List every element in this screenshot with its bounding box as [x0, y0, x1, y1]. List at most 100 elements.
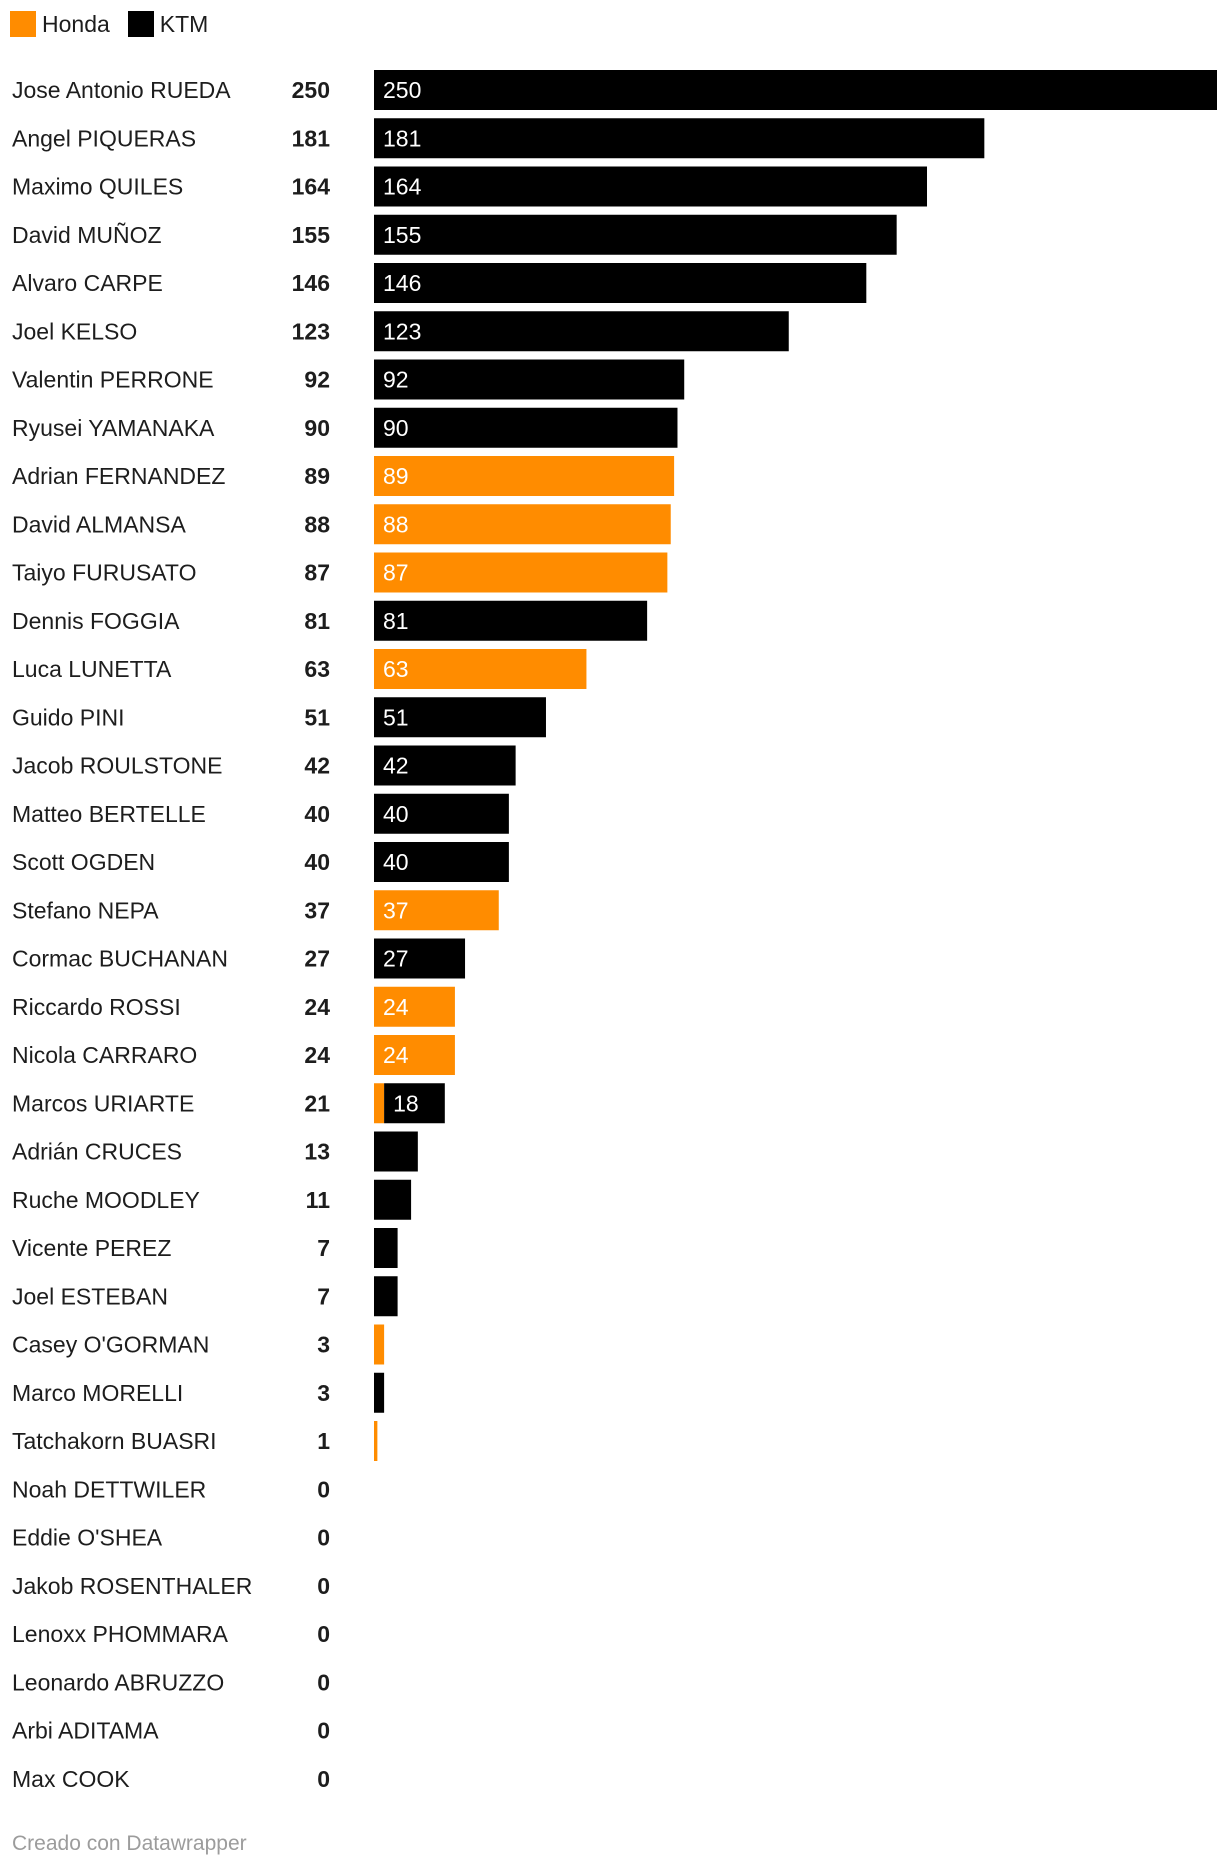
bar-label-honda-david-almansa: 88: [383, 511, 409, 537]
points-total-stefano-nepa: 37: [304, 897, 330, 923]
bar-ktm-guido-pini: [374, 697, 546, 738]
bar-ktm-david-munoz: [374, 214, 897, 255]
rider-name-noah-dettwiler: Noah DETTWILER: [12, 1476, 206, 1502]
bar-ktm-matteo-bertelle: [374, 793, 509, 834]
points-total-david-almansa: 88: [304, 511, 330, 537]
bar-label-ktm-dennis-foggia: 81: [383, 608, 409, 634]
rider-name-guido-pini: Guido PINI: [12, 704, 125, 730]
rider-name-riccardo-rossi: Riccardo ROSSI: [12, 994, 181, 1020]
points-total-maximo-quiles: 164: [292, 174, 331, 200]
rider-name-angel-piqueras: Angel PIQUERAS: [12, 125, 196, 151]
footer-credit[interactable]: Creado con Datawrapper: [12, 1832, 247, 1855]
bar-ktm-alvaro-carpe: [374, 263, 867, 303]
legend-label-honda: Honda: [42, 11, 110, 37]
rider-name-marco-morelli: Marco MORELLI: [12, 1380, 183, 1406]
rider-name-joel-kelso: Joel KELSO: [12, 318, 137, 344]
points-total-ruche-moodley: 11: [306, 1187, 331, 1213]
rider-name-david-munoz: David MUÑOZ: [12, 222, 162, 248]
bar-label-ktm-valentin-perrone: 92: [383, 367, 409, 393]
rider-name-cormac-buchanan: Cormac BUCHANAN: [12, 946, 228, 972]
bar-ktm-vicente-perez: [374, 1228, 398, 1268]
rider-name-alvaro-carpe: Alvaro CARPE: [12, 270, 163, 296]
rider-name-matteo-bertelle: Matteo BERTELLE: [12, 801, 206, 827]
rider-name-leonardo-abruzzo: Leonardo ABRUZZO: [12, 1669, 224, 1695]
points-total-ryusei-yamanaka: 90: [304, 415, 330, 441]
points-total-alvaro-carpe: 146: [292, 270, 330, 296]
points-total-valentin-perrone: 92: [304, 367, 330, 393]
bar-label-ktm-alvaro-carpe: 146: [383, 270, 421, 296]
bar-honda-casey-o-gorman: [374, 1324, 385, 1365]
bar-label-ktm-ryusei-yamanaka: 90: [383, 415, 409, 441]
bar-label-ktm-maximo-quiles: 164: [383, 174, 422, 200]
points-total-taiyo-furusato: 87: [304, 560, 330, 586]
bar-ktm-angel-piqueras: [374, 118, 985, 159]
bar-label-ktm-angel-piqueras: 181: [383, 125, 421, 151]
rider-name-vicente-perez: Vicente PEREZ: [12, 1235, 171, 1261]
points-total-guido-pini: 51: [304, 704, 330, 730]
rider-name-marcos-uriarte: Marcos URIARTE: [12, 1090, 194, 1116]
bar-ktm-marcos-uriarte: [384, 1083, 445, 1124]
bar-label-honda-stefano-nepa: 37: [383, 897, 409, 923]
bar-label-honda-taiyo-furusato: 87: [383, 560, 409, 586]
points-total-jakob-rosenthaler: 0: [317, 1573, 330, 1599]
chart-legend: Honda KTM: [10, 8, 226, 40]
rider-name-valentin-perrone: Valentin PERRONE: [12, 367, 214, 393]
rider-name-david-almansa: David ALMANSA: [12, 511, 187, 537]
bar-honda-taiyo-furusato: [374, 552, 668, 593]
bar-ktm-joel-esteban: [374, 1276, 398, 1317]
bar-ktm-joel-kelso: [374, 311, 789, 352]
points-total-eddie-o-shea: 0: [317, 1525, 330, 1551]
bar-honda-stefano-nepa: [374, 890, 499, 931]
rider-name-taiyo-furusato: Taiyo FURUSATO: [12, 560, 196, 586]
bar-ktm-ruche-moodley: [374, 1179, 412, 1220]
points-total-jose-antonio-rueda: 250: [292, 77, 330, 103]
points-total-matteo-bertelle: 40: [304, 801, 330, 827]
points-total-marcos-uriarte: 21: [304, 1090, 330, 1116]
points-total-joel-kelso: 123: [292, 318, 330, 344]
bar-ktm-adrian-cruces: [374, 1131, 418, 1172]
bar-label-honda-luca-lunetta: 63: [383, 656, 409, 682]
bar-ktm-jose-antonio-rueda: [374, 70, 1217, 110]
bar-label-ktm-scott-ogden: 40: [383, 849, 409, 875]
points-total-nicola-carraro: 24: [304, 1042, 330, 1068]
bar-ktm-cormac-buchanan: [374, 938, 466, 979]
rider-name-luca-lunetta: Luca LUNETTA: [12, 656, 172, 682]
bar-ktm-jacob-roulstone: [374, 745, 516, 786]
legend-swatch-honda: [10, 11, 36, 37]
rider-name-jacob-roulstone: Jacob ROULSTONE: [12, 753, 222, 779]
rider-name-max-cook: Max COOK: [12, 1766, 130, 1792]
rider-name-stefano-nepa: Stefano NEPA: [12, 897, 159, 923]
points-total-cormac-buchanan: 27: [304, 946, 330, 972]
points-total-joel-esteban: 7: [317, 1283, 330, 1309]
bar-label-honda-adrian-fernandez: 89: [383, 463, 409, 489]
points-total-dennis-foggia: 81: [304, 608, 330, 634]
legend-swatch-ktm: [127, 11, 154, 37]
bar-label-ktm-jose-antonio-rueda: 250: [383, 77, 421, 103]
rider-name-ryusei-yamanaka: Ryusei YAMANAKA: [12, 415, 215, 441]
bar-honda-nicola-carraro: [374, 1035, 455, 1075]
rider-name-tatchakorn-buasri: Tatchakorn BUASRI: [12, 1428, 217, 1454]
bar-label-ktm-marcos-uriarte: 18: [393, 1090, 419, 1116]
rider-name-nicola-carraro: Nicola CARRARO: [12, 1042, 197, 1068]
rider-name-scott-ogden: Scott OGDEN: [12, 849, 155, 875]
bar-honda-luca-lunetta: [374, 649, 587, 689]
rider-name-ruche-moodley: Ruche MOODLEY: [12, 1187, 200, 1213]
bar-label-ktm-joel-kelso: 123: [383, 318, 421, 344]
points-total-noah-dettwiler: 0: [317, 1476, 330, 1502]
bar-honda-tatchakorn-buasri: [374, 1421, 378, 1461]
points-total-david-munoz: 155: [292, 222, 331, 248]
rider-name-casey-o-gorman: Casey O'GORMAN: [12, 1332, 209, 1358]
points-total-luca-lunetta: 63: [304, 656, 330, 682]
points-total-angel-piqueras: 181: [292, 125, 331, 151]
bar-honda-riccardo-rossi: [374, 986, 455, 1027]
legend-item-honda: Honda: [10, 11, 110, 37]
rider-name-jakob-rosenthaler: Jakob ROSENTHALER: [12, 1573, 252, 1599]
points-total-scott-ogden: 40: [304, 849, 330, 875]
legend-label-ktm: KTM: [159, 11, 209, 37]
bar-ktm-marco-morelli: [374, 1372, 385, 1413]
bar-label-ktm-matteo-bertelle: 40: [383, 801, 409, 827]
rider-name-lenoxx-phommara: Lenoxx PHOMMARA: [12, 1621, 229, 1647]
rider-name-dennis-foggia: Dennis FOGGIA: [12, 608, 180, 634]
points-total-adrian-fernandez: 89: [304, 463, 330, 489]
